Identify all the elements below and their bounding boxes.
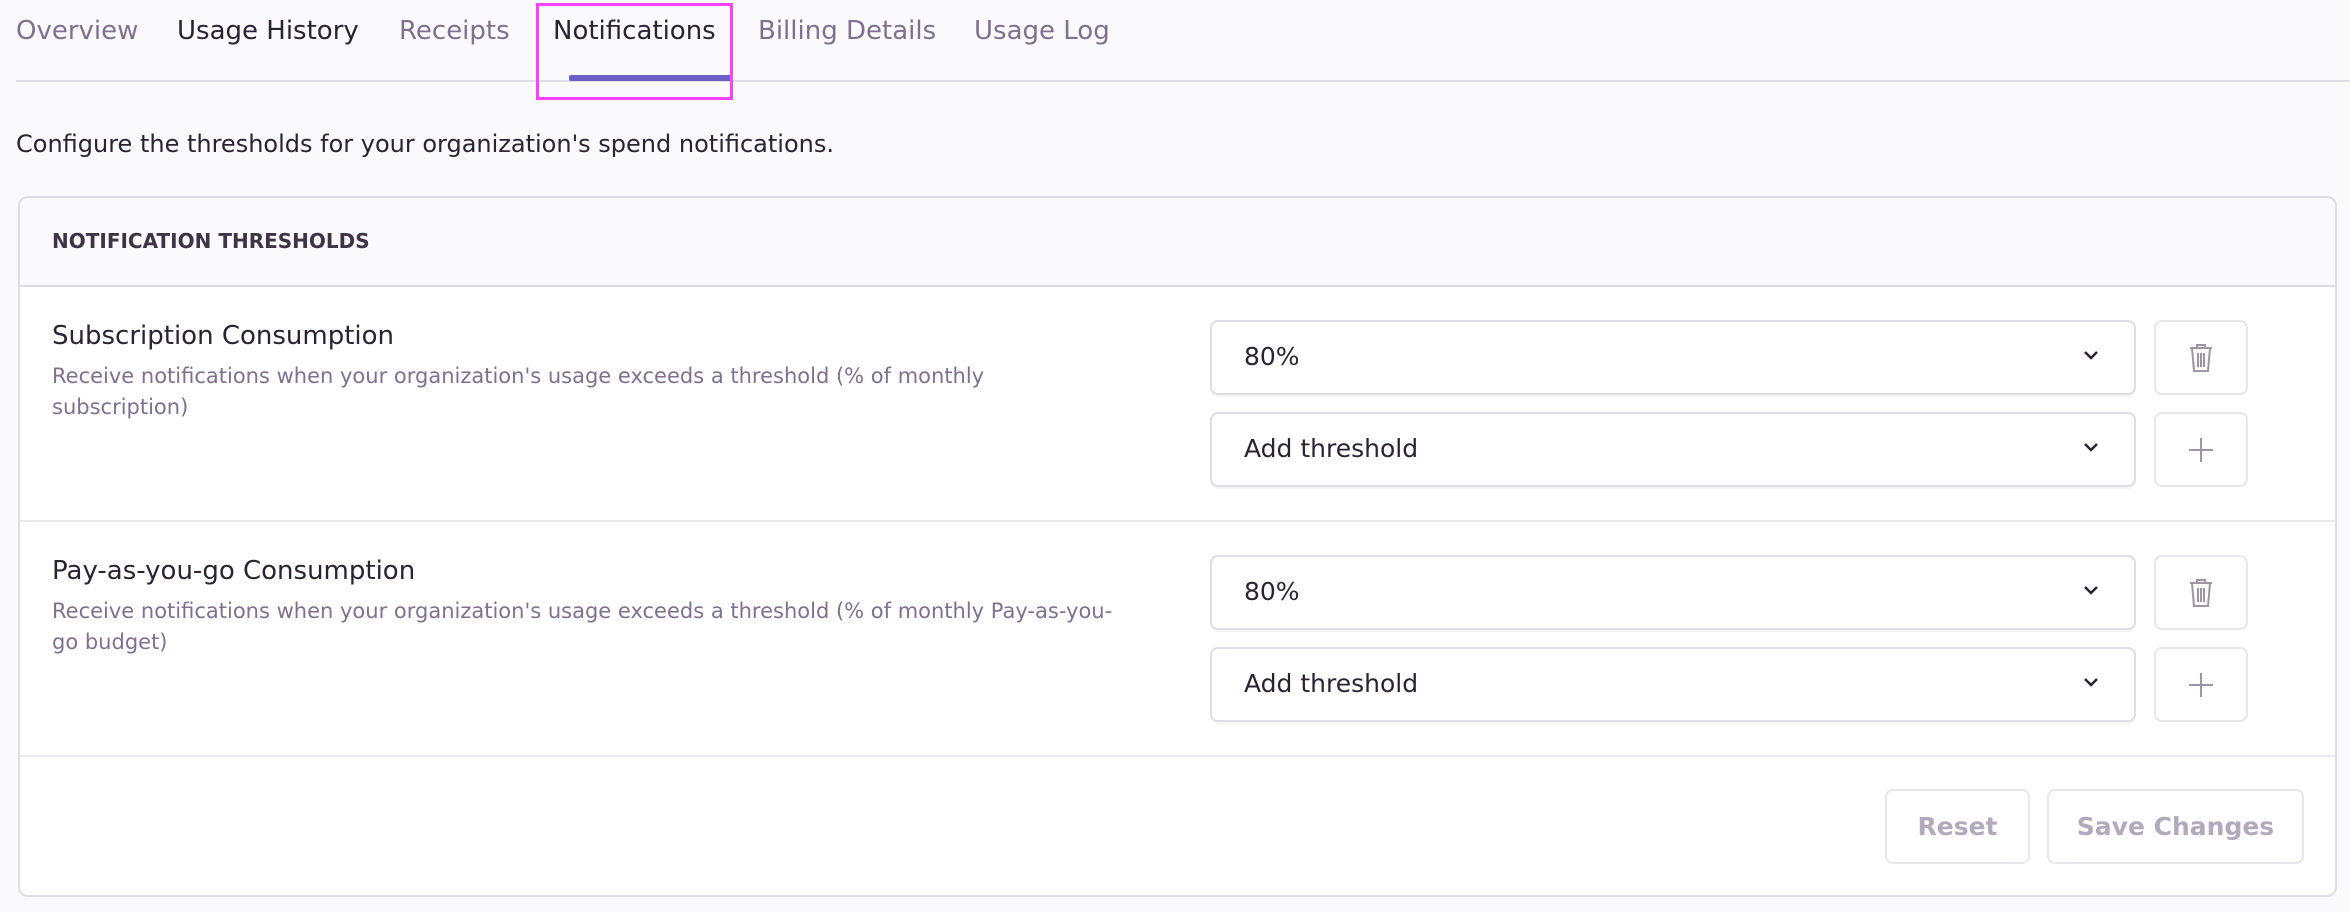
tab-bar: Overview Usage History Receipts Notifica… bbox=[16, 0, 2350, 82]
tab-notifications[interactable]: Notifications bbox=[553, 16, 716, 46]
page-description: Configure the thresholds for your organi… bbox=[16, 130, 834, 158]
add-threshold-select[interactable]: Add threshold bbox=[1210, 647, 2136, 722]
tab-usage-history[interactable]: Usage History bbox=[177, 16, 359, 46]
add-threshold-button[interactable] bbox=[2154, 647, 2248, 722]
tab-overview[interactable]: Overview bbox=[16, 16, 139, 46]
subscription-consumption-row: Subscription Consumption Receive notific… bbox=[20, 287, 2335, 522]
tab-usage-log[interactable]: Usage Log bbox=[974, 16, 1110, 46]
row-title: Pay-as-you-go Consumption bbox=[52, 556, 416, 586]
add-threshold-button[interactable] bbox=[2154, 412, 2248, 487]
reset-button[interactable]: Reset bbox=[1885, 789, 2030, 864]
card-footer: Reset Save Changes bbox=[20, 757, 2335, 895]
plus-icon bbox=[2189, 672, 2213, 697]
tab-billing-details[interactable]: Billing Details bbox=[758, 16, 937, 46]
save-changes-button[interactable]: Save Changes bbox=[2047, 789, 2304, 864]
row-description: Receive notifications when your organiza… bbox=[52, 364, 985, 419]
select-value: 80% bbox=[1244, 577, 1300, 606]
chevron-down-icon bbox=[2084, 678, 2098, 687]
trash-icon bbox=[2190, 578, 2212, 607]
chevron-down-icon bbox=[2084, 443, 2098, 452]
chevron-down-icon bbox=[2084, 586, 2098, 595]
active-tab-indicator bbox=[569, 75, 733, 81]
tab-receipts[interactable]: Receipts bbox=[399, 16, 510, 46]
row-description: Receive notifications when your organiza… bbox=[52, 599, 1113, 654]
delete-threshold-button[interactable] bbox=[2154, 320, 2248, 395]
threshold-select[interactable]: 80% bbox=[1210, 320, 2136, 395]
row-title: Subscription Consumption bbox=[52, 321, 395, 351]
highlight-box bbox=[536, 3, 733, 100]
select-placeholder: Add threshold bbox=[1244, 669, 1419, 698]
select-placeholder: Add threshold bbox=[1244, 434, 1419, 463]
trash-icon bbox=[2190, 343, 2212, 372]
pay-as-you-go-consumption-row: Pay-as-you-go Consumption Receive notifi… bbox=[20, 522, 2335, 757]
delete-threshold-button[interactable] bbox=[2154, 555, 2248, 630]
notification-thresholds-card: NOTIFICATION THRESHOLDS Subscription Con… bbox=[18, 196, 2337, 897]
plus-icon bbox=[2189, 437, 2213, 462]
card-header: NOTIFICATION THRESHOLDS bbox=[20, 198, 2335, 287]
chevron-down-icon bbox=[2084, 351, 2098, 360]
select-value: 80% bbox=[1244, 342, 1300, 371]
add-threshold-select[interactable]: Add threshold bbox=[1210, 412, 2136, 487]
threshold-select[interactable]: 80% bbox=[1210, 555, 2136, 630]
